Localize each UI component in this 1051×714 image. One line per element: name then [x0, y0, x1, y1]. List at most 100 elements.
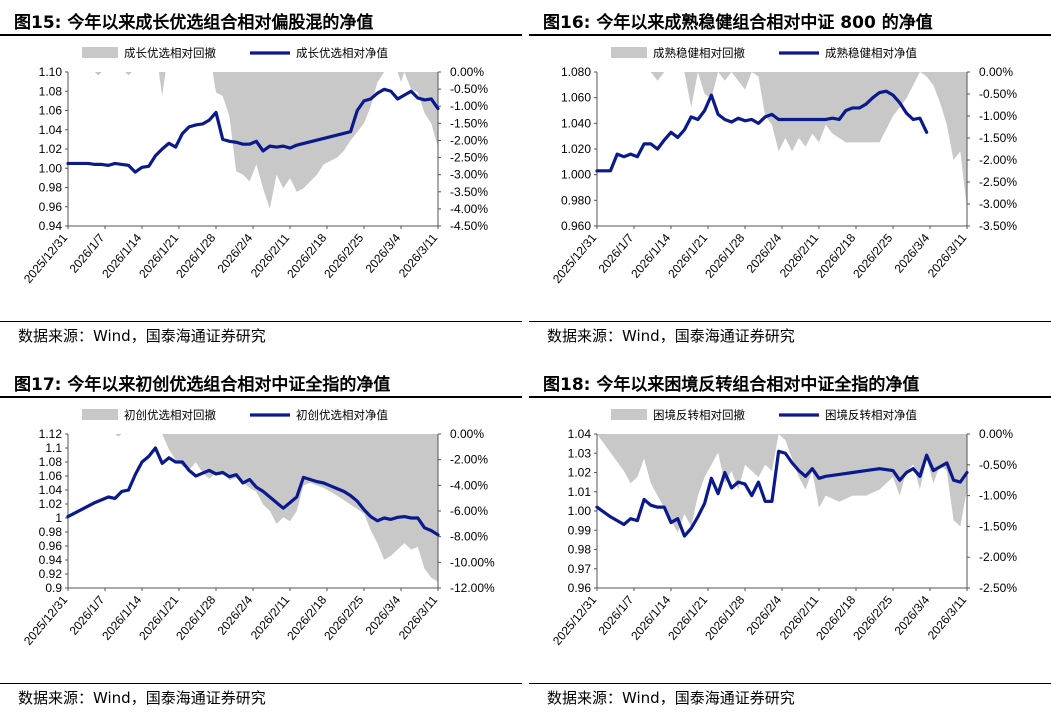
legend-label-nav: 成长优选相对净值 [296, 46, 388, 60]
y-right-tick-label: -1.50% [979, 519, 1017, 533]
y-left-tick-label: 1.03 [568, 446, 592, 460]
y-right-tick-label: -1.50% [979, 131, 1017, 145]
y-left-tick-label: 1.04 [39, 483, 63, 497]
legend-label-nav: 成熟稳健相对净值 [825, 46, 917, 60]
y-right-tick-label: -3.50% [450, 185, 488, 199]
chart-title: 图16: 今年以来成熟稳健组合相对中证 800 的净值 [543, 13, 933, 33]
nav-line [66, 87, 440, 174]
y-left-tick-label: 1.00 [39, 161, 63, 175]
y-left-tick-label: 1.000 [561, 168, 591, 182]
x-tick-label: 2025/12/31 [550, 231, 600, 286]
source-rule [529, 321, 1051, 322]
y-left-tick-label: 0.92 [39, 567, 63, 581]
legend-swatch-drawdown [611, 47, 647, 58]
y-left-tick-label: 1.02 [39, 497, 63, 511]
y-right-tick-label: 0.00% [450, 65, 484, 79]
y-left-tick-label: 0.99 [568, 523, 592, 537]
legend-swatch-drawdown [611, 409, 647, 420]
chart-legend: 成熟稳健相对回撤 成熟稳健相对净值 [611, 46, 917, 60]
legend-label-nav: 困境反转相对净值 [825, 408, 917, 422]
legend-label-drawdown: 成长优选相对回撤 [124, 46, 216, 60]
y-right-tick-label: -2.00% [450, 133, 488, 147]
x-tick-label: 2026/1/28 [173, 593, 218, 643]
y-left-tick-label: 1.020 [561, 142, 591, 156]
y-left-tick-label: 1.1 [45, 441, 62, 455]
y-right-tick-label: -6.00% [450, 504, 488, 518]
y-left-tick-label: 0.96 [39, 539, 63, 553]
y-left-tick-label: 1.04 [39, 123, 63, 137]
x-tick-label: 2026/1/28 [702, 593, 747, 643]
title-rule [0, 396, 522, 398]
y-right-tick-label: -3.00% [979, 197, 1017, 211]
nav-line [66, 446, 440, 537]
source-note: 数据来源：Wind，国泰海通证券研究 [18, 327, 266, 345]
legend-label-nav: 初创优选相对净值 [296, 408, 388, 422]
y-left-tick-label: 0.98 [39, 525, 63, 539]
y-right-tick-label: -0.50% [450, 82, 488, 96]
y-right-tick-label: 0.00% [979, 427, 1013, 441]
drawdown-area [68, 434, 438, 582]
y-left-tick-label: 1.040 [561, 116, 591, 130]
y-right-tick-label: -2.50% [979, 175, 1017, 189]
y-left-tick-label: 1.12 [39, 427, 63, 441]
nav-line [595, 449, 969, 538]
legend-label-drawdown: 初创优选相对回撤 [124, 408, 216, 422]
y-right-tick-label: -3.50% [979, 219, 1017, 233]
y-left-tick-label: 0.94 [39, 219, 63, 233]
drawdown-area [68, 72, 438, 209]
y-left-tick-label: 0.94 [39, 553, 63, 567]
y-right-tick-label: -1.00% [450, 99, 488, 113]
source-note: 数据来源：Wind，国泰海通证券研究 [18, 689, 266, 707]
y-right-tick-label: -8.00% [450, 530, 488, 544]
y-left-tick-label: 1.01 [568, 485, 592, 499]
y-left-tick-label: 1.06 [39, 104, 63, 118]
y-right-tick-label: -4.00% [450, 202, 488, 216]
x-tick-label: 2026/3/11 [396, 593, 441, 642]
source-note: 数据来源：Wind，国泰海通证券研究 [547, 689, 795, 707]
chart-legend: 困境反转相对回撤 困境反转相对净值 [611, 408, 917, 422]
y-left-tick-label: 0.980 [561, 193, 591, 207]
x-tick-label: 2025/12/31 [550, 593, 600, 648]
y-right-tick-label: -0.50% [979, 458, 1017, 472]
y-left-tick-label: 1.02 [568, 466, 592, 480]
x-tick-label: 2026/2/25 [850, 593, 895, 643]
y-left-tick-label: 0.96 [568, 581, 592, 595]
y-right-tick-label: -12.00% [450, 581, 495, 595]
nav-line [595, 89, 929, 173]
y-right-tick-label: -1.00% [979, 109, 1017, 123]
y-right-tick-label: 0.00% [450, 427, 484, 441]
chart-plot: 1.080 1.060 1.040 1.020 1.000 0.980 0.960 0.00%… [550, 46, 1017, 286]
x-tick-label: 2025/12/31 [21, 231, 71, 286]
x-tick-label: 2025/12/31 [21, 593, 71, 648]
x-tick-label: 2026/2/25 [321, 231, 366, 281]
source-note: 数据来源：Wind，国泰海通证券研究 [547, 327, 795, 345]
x-tick-label: 2026/2/25 [850, 231, 895, 281]
y-left-tick-label: 1 [55, 511, 62, 525]
y-right-tick-label: -4.50% [450, 219, 488, 233]
x-tick-label: 2026/1/28 [173, 231, 218, 281]
source-rule [0, 683, 522, 684]
y-left-tick-label: 0.97 [568, 562, 592, 576]
y-right-tick-label: -4.00% [450, 478, 488, 492]
title-rule [0, 34, 522, 36]
chart-plot: 1.10 1.08 1.06 1.04 1.02 1.00 0.98 0.96 0.94 0.00… [21, 46, 488, 286]
legend-label-drawdown: 困境反转相对回撤 [653, 408, 745, 422]
y-right-tick-label: -3.00% [450, 168, 488, 182]
legend-label-drawdown: 成熟稳健相对回撤 [653, 46, 745, 60]
y-right-tick-label: -2.00% [450, 453, 488, 467]
y-right-tick-label: -2.00% [979, 153, 1017, 167]
chart-title: 图18: 今年以来困境反转组合相对中证全指的净值 [543, 375, 920, 395]
source-rule [0, 321, 522, 322]
y-left-tick-label: 1.08 [39, 455, 63, 469]
y-left-tick-label: 1.080 [561, 65, 591, 79]
chart-title: 图15: 今年以来成长优选组合相对偏股混的净值 [14, 13, 374, 33]
chart-plot: 1.121.11.081.061.041.0210.980.960.940.92… [21, 408, 495, 648]
y-left-tick-label: 1.02 [39, 142, 63, 156]
chart-plot: 1.04 1.03 1.02 1.01 1.00 0.99 0.98 0.97 0.96 0.00… [550, 408, 1017, 648]
chart-legend: 初创优选相对回撤 初创优选相对净值 [82, 408, 388, 422]
chart-title: 图17: 今年以来初创优选组合相对中证全指的净值 [14, 375, 391, 395]
y-right-tick-label: -10.00% [450, 555, 495, 569]
y-right-tick-label: 0.00% [979, 65, 1013, 79]
y-right-tick-label: -0.50% [979, 87, 1017, 101]
chart-legend: 成长优选相对回撤 成长优选相对净值 [82, 46, 388, 60]
